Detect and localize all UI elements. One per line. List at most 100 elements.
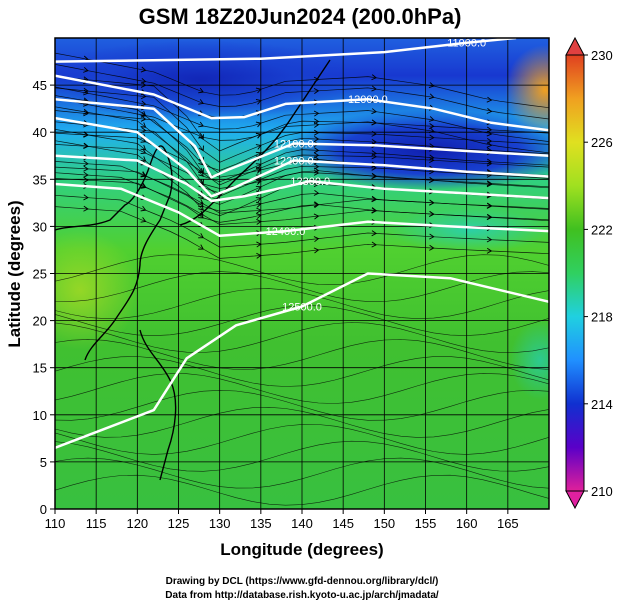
streamline-arrow: [198, 244, 204, 250]
contour-line: [55, 116, 549, 198]
streamline-arrow: [486, 108, 493, 114]
y-tick-label: 5: [40, 455, 47, 470]
streamline-arrow: [140, 111, 147, 117]
streamline-arrow: [140, 66, 147, 73]
y-tick-label: 15: [33, 361, 47, 376]
streamline-arrow: [83, 171, 89, 178]
streamline-arrow: [198, 167, 204, 174]
colorbar-bar: [565, 54, 585, 492]
y-tick-label: 10: [33, 408, 47, 423]
streamline-arrow: [371, 150, 377, 157]
streamline-arrow: [313, 236, 320, 243]
streamline-arrow: [313, 202, 320, 209]
contour-line: [55, 38, 517, 63]
x-tick-label: 150: [373, 516, 395, 531]
streamline-arrow: [313, 129, 320, 136]
asia-coastline: [55, 145, 173, 361]
streamline-arrow: [429, 233, 435, 240]
contour-line: [55, 97, 549, 179]
streamline-arrow: [486, 158, 493, 165]
x-tick-label: 130: [209, 516, 231, 531]
streamline-arrow: [140, 122, 147, 128]
colorbar-tick-label: 222: [591, 222, 613, 237]
streamline-arrow: [140, 144, 147, 151]
colorbar: 210 214 218 222 226 230: [565, 36, 613, 510]
x-tick-label: 110: [45, 516, 66, 531]
x-tick-label: 120: [126, 516, 148, 531]
colorbar-tick-label: 226: [591, 135, 613, 150]
streamline-arrow: [140, 156, 147, 162]
cyan-band-region: [390, 208, 549, 252]
streamline-arrow: [371, 85, 377, 92]
y-tick-label: 30: [33, 219, 47, 234]
x-tick-label: 125: [168, 516, 190, 531]
streamline-arrow: [486, 202, 493, 209]
plot-area: 11900.0 12000.0 12100.0 12200.0 12300.0 12400…: [55, 38, 549, 509]
cyan-east-region: [510, 320, 549, 400]
contour-label: 12400.0: [266, 226, 306, 238]
streamline-arrow: [429, 199, 435, 206]
streamline-arrow: [486, 247, 493, 254]
y-axis: 0 5 10 15 20 25 30 35 40 45: [33, 78, 55, 517]
chart-title: GSM 18Z20Jun2024 (200.0hPa): [139, 4, 462, 29]
streamline-arrow: [198, 99, 205, 105]
streamline-arrow: [371, 74, 377, 81]
streamline-arrow: [83, 143, 89, 150]
y-tick-label: 0: [40, 502, 47, 517]
streamline-arrow: [198, 233, 204, 239]
streamline-arrow: [83, 66, 89, 73]
streamline-arrow: [429, 244, 435, 251]
x-axis-label: Longitude (degrees): [220, 540, 383, 559]
y-tick-label: 40: [33, 125, 47, 140]
streamline-arrow: [83, 165, 89, 172]
streamline-arrow: [140, 205, 147, 212]
philippines-coastline: [139, 329, 177, 481]
y-tick-label: 35: [33, 172, 47, 187]
streamline-arrow: [83, 108, 89, 115]
streamline-arrow: [198, 145, 204, 152]
streamline-arrow: [486, 96, 493, 103]
colorbar-min-triangle: [565, 490, 585, 510]
streamline-arrow: [198, 121, 205, 128]
streamline-arrow: [140, 217, 147, 223]
y-tick-label: 25: [33, 267, 47, 282]
warm-west-region: [55, 230, 140, 350]
streamline-arrow: [198, 87, 205, 94]
x-tick-label: 135: [250, 516, 272, 531]
streamline-arrow: [486, 236, 493, 243]
footer-line-1: Drawing by DCL (https://www.gfd-dennou.o…: [166, 576, 439, 587]
contour-line: [55, 182, 549, 238]
streamline-arrow: [313, 147, 320, 154]
contours: 11900.0 12000.0 12100.0 12200.0 12300.0 12400…: [55, 38, 549, 449]
streamline-arrow: [371, 230, 377, 237]
streamline-arrow: [83, 87, 89, 94]
y-axis-label: Latitude (degrees): [5, 200, 24, 347]
footer-line-2: Data from http://database.rish.kyoto-u.a…: [165, 590, 439, 601]
colorbar-ticks: 210 214 218 222 226 230: [584, 48, 613, 499]
streamline-arrow: [83, 160, 89, 167]
streamline-arrow: [140, 137, 147, 143]
contour-label: 12500.0: [282, 301, 322, 313]
streamline-arrow: [486, 180, 493, 187]
streamline-arrow: [429, 177, 435, 183]
streamline-arrow: [83, 177, 89, 183]
streamline-arrow: [198, 199, 204, 205]
streamline-arrow: [428, 93, 435, 100]
y-tick-label: 45: [33, 78, 47, 93]
streamline-arrow: [313, 247, 320, 254]
streamline-arrow: [486, 137, 493, 144]
x-tick-label: 115: [86, 516, 107, 531]
streamline-arrow: [313, 167, 320, 174]
x-tick-label: 155: [415, 516, 437, 531]
streamline-arrow: [140, 93, 147, 100]
streamline-arrow: [313, 213, 320, 220]
streamline-arrow: [429, 154, 435, 161]
contour-label: 12200.0: [274, 155, 314, 167]
contour-label: 12000.0: [348, 94, 388, 106]
streamline-arrow: [486, 141, 493, 148]
jet-core-region: [280, 110, 549, 190]
streamline-arrow: [313, 135, 320, 142]
streamline-arrow: [140, 115, 147, 122]
streamline-arrow: [371, 241, 377, 248]
